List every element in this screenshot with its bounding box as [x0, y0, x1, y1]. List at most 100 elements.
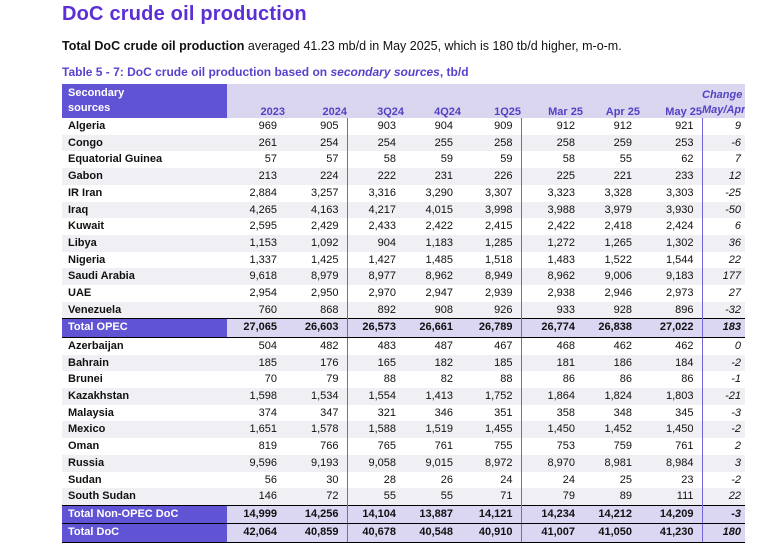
caption-suffix: , tb/d [439, 65, 469, 79]
table-cell: 504 [258, 339, 277, 352]
table-cell: 185 [461, 354, 522, 372]
table-cell: 86 [562, 373, 575, 386]
table-cell: 186 [583, 354, 640, 372]
table-cell: 181 [521, 354, 583, 372]
table-cell: 258 [461, 134, 522, 152]
table-cell: 8,962 [404, 268, 461, 286]
table-cell: 2,938 [547, 287, 575, 300]
table-cell: 1,803 [640, 388, 703, 405]
table-cell: 70 [264, 373, 277, 386]
row-label: IR Iran [68, 186, 103, 199]
caption-italic: secondary sources [330, 65, 440, 79]
change-cell: -2 [702, 421, 745, 439]
table-cell: 41,050 [583, 523, 640, 543]
production-table: Secondary sources 2023 2024 3Q24 4Q24 1Q25 Ma… [62, 84, 745, 543]
table-cell: 27,065 [227, 318, 285, 338]
table-caption: Table 5 - 7: DoC crude oil production ba… [62, 65, 745, 79]
table-cell: 41,230 [640, 523, 703, 543]
table-cell: 14,234 [521, 504, 583, 525]
table-cell: 26,774 [521, 318, 583, 338]
table-cell: 56 [264, 473, 277, 486]
change-cell: 22 [702, 488, 745, 506]
table-cell: 909 [461, 118, 522, 135]
table-total-row: Total OPEC 27,065 26,603 26,573 26,661 26,789… [62, 318, 745, 338]
table-cell: 760 [227, 301, 285, 319]
table-cell: 933 [521, 301, 583, 319]
table-cell: 2,950 [285, 285, 348, 302]
table-cell: 759 [613, 440, 632, 453]
change-cell: 2 [734, 440, 741, 453]
table-cell: 222 [347, 168, 404, 185]
change-cell: -21 [702, 388, 745, 405]
change-cell: -1 [731, 373, 741, 386]
table-cell: 14,104 [347, 504, 404, 525]
table-cell: 1,752 [461, 388, 522, 405]
table-cell: 1,337 [249, 253, 277, 266]
table-cell: 8,979 [285, 268, 348, 286]
table-row: Venezuela 760 868 892 908 926 933 928 896 -32 [62, 301, 745, 319]
table-row: Sudan 56 30 28 26 24 24 25 23 -2 [62, 471, 745, 489]
table-cell: 8,949 [461, 268, 522, 286]
table-cell: 58 [383, 153, 396, 166]
table-cell: 2,415 [461, 218, 522, 235]
table-cell: 57 [285, 151, 348, 169]
change-column-header: Change May/Apr [702, 84, 745, 118]
change-cell: 183 [702, 318, 745, 338]
table-cell: 346 [434, 406, 453, 419]
table-cell: 969 [258, 120, 277, 132]
column-header: May 25 [640, 84, 702, 118]
corner-header-line1: Secondary [68, 87, 125, 99]
table-cell: 28 [383, 473, 396, 486]
row-label: Iraq [62, 201, 227, 219]
table-cell: 3,316 [368, 186, 396, 199]
report-page: DoC crude oil production Total DoC crude… [62, 3, 745, 543]
table-cell: 111 [640, 488, 703, 506]
table-cell: 1,450 [521, 421, 583, 439]
table-cell: 86 [640, 371, 703, 389]
table-cell: 55 [619, 153, 632, 166]
row-label: Saudi Arabia [62, 268, 227, 286]
table-cell: 221 [583, 168, 640, 185]
table-cell: 8,977 [347, 268, 404, 286]
table-cell: 233 [640, 168, 703, 185]
table-cell: 57 [264, 153, 277, 166]
table-cell: 41,007 [521, 523, 583, 543]
table-cell: 55 [404, 488, 461, 506]
change-cell: -2 [702, 354, 745, 372]
table-cell: 231 [404, 168, 461, 185]
table-cell: 42,064 [227, 523, 285, 543]
table-cell: 904 [347, 234, 404, 252]
table-row: Kazakhstan 1,598 1,534 1,554 1,413 1,752 1,864… [62, 388, 745, 405]
change-cell: 27 [728, 287, 741, 300]
table-cell: 182 [404, 354, 461, 372]
table-cell: 14,121 [461, 504, 522, 525]
change-cell: 3 [702, 454, 745, 472]
row-label: Congo [62, 134, 227, 152]
change-cell: -25 [725, 186, 741, 199]
content-area: DoC crude oil production Total DoC crude… [62, 0, 745, 543]
table-cell: 261 [227, 134, 285, 152]
corner-header-line2: sources [68, 102, 111, 114]
table-cell: 4,163 [285, 201, 348, 219]
table-row: Iraq 4,265 4,163 4,217 4,015 3,998 3,988 3,979 3… [62, 201, 745, 219]
table-cell: 225 [521, 168, 583, 185]
row-label: Russia [62, 454, 227, 472]
table-cell: 1,450 [640, 421, 703, 439]
table-cell: 3,323 [547, 186, 575, 199]
table-cell: 3,290 [425, 186, 453, 199]
column-header: 1Q25 [461, 84, 521, 118]
table-cell: 88 [383, 373, 396, 386]
change-header-line1: Change [702, 89, 743, 101]
change-header-line2: May/Apr [702, 104, 745, 116]
table-cell: 2,954 [249, 287, 277, 300]
table-cell: 2,947 [425, 287, 453, 300]
table-cell: 761 [640, 438, 703, 455]
table-cell: 27,022 [640, 318, 703, 338]
row-label: Total Non-OPEC DoC [62, 504, 227, 525]
table-cell: 40,678 [347, 523, 404, 543]
table-cell: 213 [227, 168, 285, 185]
table-cell: 1,578 [285, 421, 348, 439]
row-label: Algeria [68, 120, 106, 132]
table-cell: 1,483 [547, 253, 575, 266]
change-cell: -3 [702, 504, 745, 525]
